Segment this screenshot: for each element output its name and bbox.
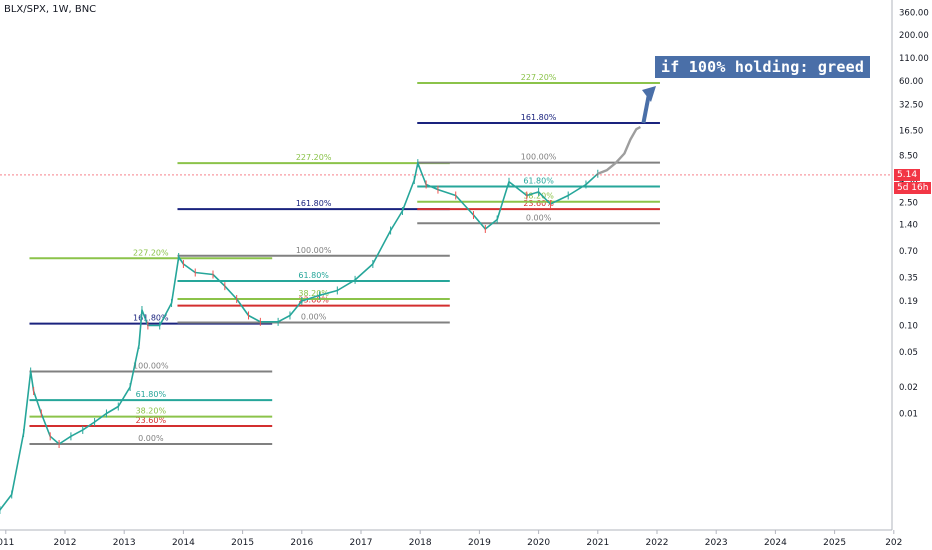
time-tick-label: 2025: [823, 538, 846, 548]
price-tick-label: 0.02: [899, 383, 918, 393]
fib-level-label: 61.80%: [298, 271, 329, 280]
bar-countdown-tag: 5d 16h: [894, 181, 932, 194]
fib-level-label: 100.00%: [133, 361, 169, 370]
fib-level-label: 61.80%: [523, 176, 554, 185]
current-price-tag: 5.14: [894, 168, 921, 181]
greed-annotation: if 100% holding: greed: [655, 56, 871, 78]
fib-level-label: 0.00%: [138, 434, 164, 443]
fib-level-label: 161.80%: [521, 113, 557, 122]
price-tick-label: 0.70: [899, 247, 918, 257]
fib-level-label: 23.60%: [523, 199, 554, 208]
time-tick-label: 2014: [172, 538, 195, 548]
time-tick-label: 2012: [54, 538, 77, 548]
time-tick-label: 2016: [290, 538, 313, 548]
price-tick-label: 4.50: [899, 176, 918, 186]
fibonacci-levels: 0.00%23.60%38.20%61.80%100.00%161.80%227…: [29, 73, 660, 445]
fib-level-label: 38.20%: [136, 407, 167, 416]
time-tick-label: 2022: [646, 538, 669, 548]
price-tick-label: 110.00: [899, 54, 929, 64]
time-tick-label: 011: [0, 538, 14, 548]
price-line-series: [0, 162, 599, 511]
fib-level-label: 227.20%: [521, 73, 557, 82]
fib-level-label: 23.60%: [298, 296, 329, 305]
fib-level-label: 161.80%: [296, 199, 332, 208]
time-tick-label: 2024: [764, 538, 787, 548]
time-tick-label: 2017: [350, 538, 373, 548]
time-tick-label: 2021: [586, 538, 609, 548]
fib-level-label: 38.20%: [523, 192, 554, 201]
greed-arrow: [641, 86, 656, 124]
fib-level-label: 61.80%: [136, 390, 167, 399]
price-tick-label: 1.40: [899, 221, 918, 231]
price-axis: 680.00360.00200.00110.0060.0032.5016.508…: [899, 9, 929, 420]
price-tick-label: 32.50: [899, 100, 923, 110]
arrow-head: [642, 86, 656, 102]
price-tick-label: 0.10: [899, 321, 918, 331]
price-tick-label: 200.00: [899, 31, 929, 41]
price-tick-label: 0.19: [899, 297, 918, 307]
fib-level-label: 38.20%: [298, 289, 329, 298]
price-tick-label: 16.50: [899, 126, 923, 136]
fib-level-label: 227.20%: [296, 153, 332, 162]
price-tick-label: 0.01: [899, 409, 918, 419]
fib-level-label: 23.60%: [136, 416, 167, 425]
price-tick-label: 2.50: [899, 198, 918, 208]
price-series: [0, 125, 641, 515]
price-tick-label: 8.50: [899, 152, 918, 162]
time-tick-label: 2018: [409, 538, 432, 548]
time-tick-label: 2019: [468, 538, 491, 548]
time-tick-label: 202: [885, 538, 902, 548]
fib-level-label: 100.00%: [296, 246, 332, 255]
symbol-label: BLX/SPX, 1W, BNC: [4, 4, 97, 15]
price-tick-label: 0.05: [899, 348, 918, 358]
fib-level-label: 0.00%: [301, 313, 327, 322]
time-tick-label: 2015: [231, 538, 254, 548]
arrow-shaft: [641, 93, 651, 124]
price-tick-label: 0.35: [899, 274, 918, 284]
fib-level-label: 100.00%: [521, 153, 557, 162]
price-tick-label: 60.00: [899, 77, 923, 87]
fib-level-label: 0.00%: [526, 213, 552, 222]
time-tick-label: 2013: [113, 538, 136, 548]
projection-line-series: [597, 125, 641, 175]
price-tick-label: 360.00: [899, 9, 929, 19]
fib-level-label: 161.80%: [133, 314, 169, 323]
time-tick-label: 2020: [527, 538, 550, 548]
time-tick-label: 2023: [705, 538, 728, 548]
fib-level-label: 227.20%: [133, 248, 169, 257]
time-axis: 011 2012 2013 2014 2015 2016 2017 2018 2019 2020 2…: [0, 530, 902, 548]
